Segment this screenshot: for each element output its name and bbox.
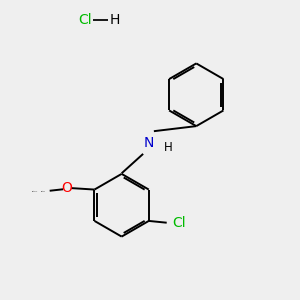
Text: Cl: Cl xyxy=(78,13,92,27)
Text: O: O xyxy=(61,181,72,195)
Text: Cl: Cl xyxy=(172,216,186,230)
Text: methyl: methyl xyxy=(41,191,46,192)
Text: H: H xyxy=(110,13,120,27)
Text: H: H xyxy=(164,141,173,154)
Text: methoxy: methoxy xyxy=(32,191,38,192)
Text: N: N xyxy=(143,136,154,149)
